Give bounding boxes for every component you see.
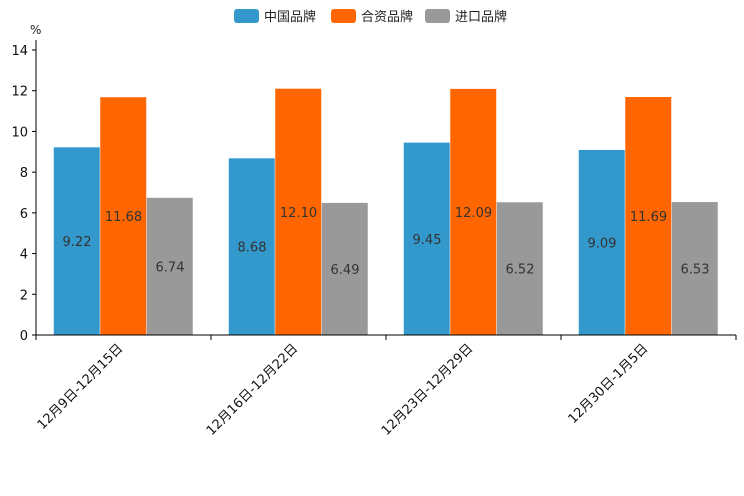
y-axis: 0 2 4 6 8 10 12 14 [11,40,37,344]
y-tick-label: 12 [11,85,28,100]
x-category-label: 12月30日-1月5日 [566,341,652,427]
bar [578,149,625,335]
data-label: 11.69 [630,210,667,225]
bar [671,202,718,335]
data-label: 6.49 [331,263,360,278]
y-tick-label: 4 [20,248,28,263]
y-tick-label: 0 [20,329,28,344]
bar [625,97,672,336]
bar [496,202,543,335]
legend-swatch [425,9,450,23]
legend: 中国品牌 合资品牌 进口品牌 [234,9,507,25]
data-label: 8.68 [238,241,267,256]
bar [100,97,147,335]
data-label: 6.74 [156,260,185,275]
legend-label: 中国品牌 [264,9,316,25]
data-label: 11.68 [105,210,142,225]
bar [450,88,497,335]
x-axis: 12月9日-12月15日 12月16日-12月22日 12月23日-12月29日 12… [35,334,737,439]
legend-label: 合资品牌 [361,9,413,25]
y-tick-label: 6 [20,207,28,222]
data-label: 12.09 [455,206,492,221]
legend-label: 进口品牌 [455,9,507,25]
data-label: 6.52 [506,263,535,278]
data-label: 9.22 [63,235,92,250]
data-label: 12.10 [280,206,317,221]
legend-swatch [331,9,356,23]
data-label: 9.09 [588,236,617,251]
y-axis-unit-label: % [30,23,41,37]
bar [321,202,368,335]
legend-swatch [234,9,259,23]
bar [403,142,450,335]
bar [146,197,193,335]
y-tick-label: 2 [20,288,28,303]
bars: 9.22 8.68 9.45 9.09 11.68 12.10 12.09 11.69 6.74… [53,88,718,336]
data-label: 6.53 [681,263,710,278]
y-tick-label: 14 [11,44,28,59]
x-category-label: 12月9日-12月15日 [35,341,127,433]
data-label: 9.45 [413,233,442,248]
bar [275,88,322,335]
x-category-label: 12月16日-12月22日 [204,341,301,438]
y-tick-label: 8 [20,166,28,181]
bar [53,147,100,335]
x-category-label: 12月23日-12月29日 [379,341,476,438]
y-tick-label: 10 [11,125,28,140]
bar [228,158,275,335]
